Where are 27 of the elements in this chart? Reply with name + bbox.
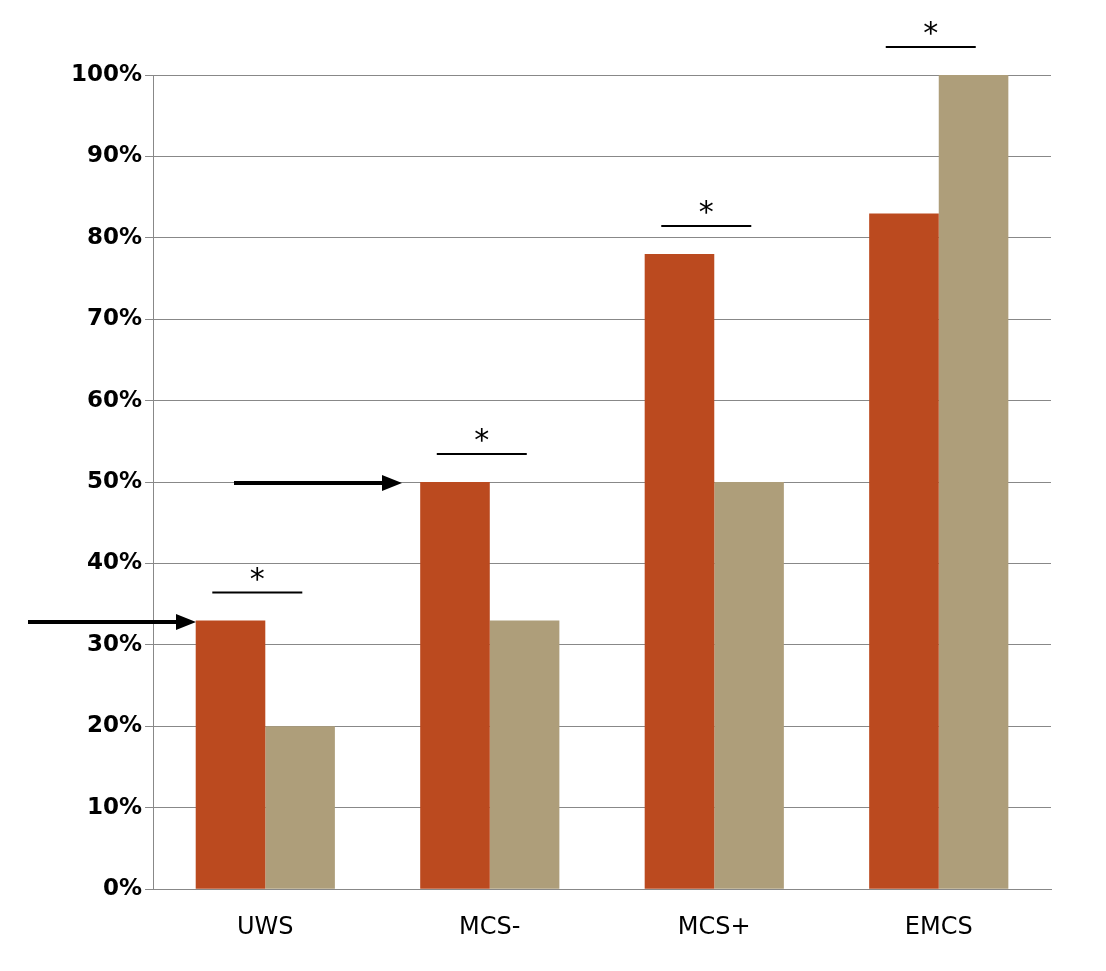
bar [489, 620, 560, 889]
y-tick-label: 30% [86, 629, 143, 656]
y-tick-label: 70% [86, 304, 143, 331]
bar [644, 254, 715, 889]
bar [938, 75, 1009, 889]
y-tick-label: 40% [86, 548, 143, 575]
text: * [923, 15, 939, 50]
bar [420, 482, 490, 889]
x-tick-label: UWS [237, 911, 294, 940]
annotation: * [474, 422, 490, 458]
bar [869, 213, 939, 889]
y-tick-label: 80% [86, 222, 143, 249]
bar [265, 726, 335, 889]
x-tick-label: MCS- [459, 911, 521, 940]
x-tick-label: EMCS [904, 911, 973, 940]
y-tick-label: 10% [86, 792, 143, 819]
annotation: * [249, 560, 265, 596]
y-tick-label: 90% [86, 141, 143, 168]
annotation: * [698, 194, 714, 230]
y-tick-label: 50% [86, 467, 143, 494]
y-tick-label: 60% [86, 385, 143, 412]
y-tick-label: 20% [86, 711, 143, 738]
bar [195, 620, 266, 889]
y-tick-label: 100% [70, 59, 143, 86]
x-tick-label: MCS+ [677, 911, 751, 940]
y-tick-label: 0% [102, 874, 143, 901]
bar [714, 482, 784, 889]
